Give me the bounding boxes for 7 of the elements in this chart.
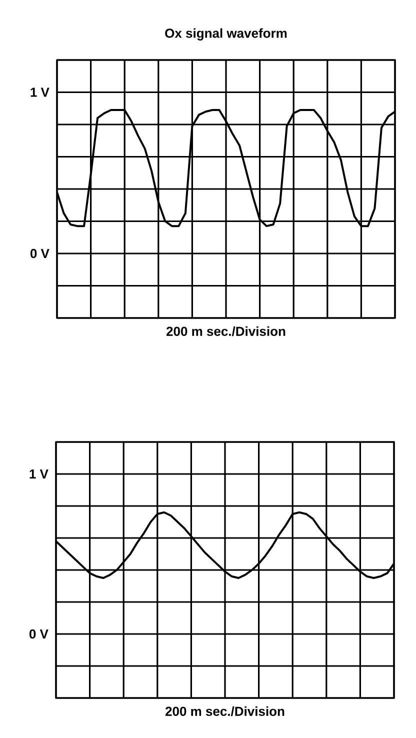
y-tick-label: 1 V — [30, 88, 50, 97]
chart-title: Ox signal waveform — [165, 28, 287, 40]
y-tick-label: 0 V — [30, 248, 50, 258]
y-tick-label: 0 V — [29, 629, 48, 639]
x-axis-title: 200 m sec./Division — [165, 706, 284, 716]
x-axis-title: 200 m sec./Division — [166, 326, 286, 336]
y-tick-label: 1 V — [30, 470, 48, 478]
